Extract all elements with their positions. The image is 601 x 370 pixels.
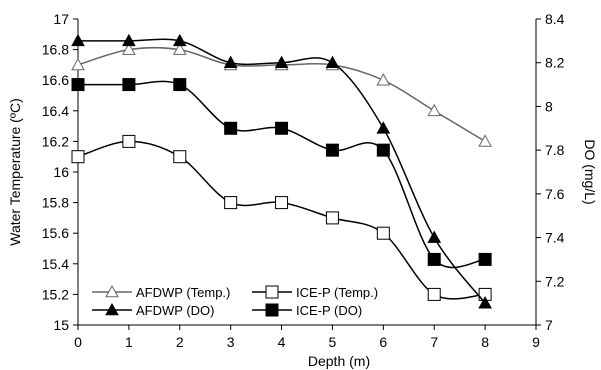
y-right-tick-label: 7.2	[545, 273, 565, 289]
x-tick-label: 7	[430, 334, 438, 350]
legend-label: ICE-P (DO)	[296, 303, 362, 318]
y-right-tick-label: 7	[545, 317, 553, 333]
legend: AFDWP (Temp.) ICE-P (Temp.) AFDWP (DO) ICE-…	[92, 284, 378, 318]
square-marker	[173, 150, 187, 164]
x-tick-label: 9	[532, 334, 540, 350]
x-tick-label: 5	[329, 334, 337, 350]
triangle-marker	[478, 134, 492, 147]
series-3	[71, 78, 492, 269]
x-axis-title: Depth (m)	[308, 353, 370, 369]
y-right-tick-label: 8	[545, 98, 553, 114]
legend-square-marker	[265, 303, 279, 317]
triangle-marker	[122, 42, 136, 55]
legend-item: AFDWP (DO)	[92, 302, 214, 318]
square-marker	[224, 196, 238, 210]
triangle-marker	[71, 57, 85, 71]
square-marker	[427, 287, 441, 301]
triangle-marker	[223, 55, 238, 69]
x-tick-label: 0	[74, 334, 82, 350]
square-marker	[325, 211, 339, 225]
legend-triangle-marker	[105, 284, 119, 298]
x-tick-label: 2	[176, 334, 184, 350]
y-left-tick-label: 15.4	[42, 256, 69, 272]
y-right-tick-label: 8.2	[545, 55, 565, 71]
triangle-marker	[376, 121, 391, 134]
y-left-tick-label: 17	[53, 11, 69, 27]
triangle-marker	[325, 55, 340, 69]
y-right-tick-label: 7.6	[545, 186, 565, 202]
legend-label: AFDWP (Temp.)	[136, 285, 230, 300]
series-1	[71, 134, 492, 301]
y-right-tick-label: 7.4	[545, 230, 565, 246]
series-2	[71, 33, 492, 309]
y-axis-right-title: DO (mg/L)	[582, 139, 598, 204]
y-left-tick-label: 15.2	[42, 286, 69, 302]
triangle-marker	[427, 103, 442, 117]
triangle-marker	[122, 33, 136, 47]
x-tick-label: 1	[125, 334, 133, 350]
y-left-tick-label: 16	[53, 164, 69, 180]
y-left-tick-label: 16.2	[42, 133, 69, 149]
y-left-tick-label: 16.6	[42, 72, 69, 88]
y-right-tick-label: 8.4	[545, 11, 565, 27]
x-tick-label: 4	[278, 334, 286, 350]
legend-item: ICE-P (DO)	[252, 303, 362, 318]
square-marker	[224, 121, 238, 135]
legend-item: AFDWP (Temp.)	[92, 284, 230, 300]
axes: 0 1 2 3 4 5 6 7 8 9 15 15.2 15.4 15.6 15.8 16 16.2 16.4 16…	[42, 11, 565, 350]
square-marker	[71, 150, 85, 164]
legend-square-marker	[265, 285, 279, 299]
y-left-tick-label: 15	[53, 317, 69, 333]
square-marker	[71, 78, 85, 92]
series-line	[77, 140, 486, 300]
y-left-tick-label: 15.8	[42, 195, 69, 211]
square-marker	[325, 143, 339, 157]
y-right-tick-label: 7.8	[545, 142, 565, 158]
x-tick-label: 3	[227, 334, 235, 350]
y-left-tick-label: 15.6	[42, 225, 69, 241]
square-marker	[275, 121, 289, 135]
square-marker	[376, 143, 390, 157]
square-marker	[427, 252, 441, 266]
x-tick-label: 6	[379, 334, 387, 350]
triangle-marker	[172, 33, 187, 47]
legend-item: ICE-P (Temp.)	[252, 285, 378, 300]
triangle-marker	[172, 42, 187, 55]
triangle-marker	[478, 296, 492, 309]
x-tick-label: 8	[481, 334, 489, 350]
legend-label: AFDWP (DO)	[136, 303, 214, 318]
triangle-marker	[274, 55, 289, 69]
legend-triangle-marker	[105, 302, 119, 316]
square-marker	[122, 78, 136, 92]
series-line	[78, 38, 486, 304]
legend-label: ICE-P (Temp.)	[296, 285, 378, 300]
series-layer	[71, 33, 492, 309]
square-marker	[173, 78, 187, 92]
square-marker	[376, 226, 390, 240]
triangle-marker	[427, 230, 442, 243]
y-left-tick-label: 16.8	[42, 42, 69, 58]
triangle-marker	[71, 33, 85, 47]
y-left-tick-label: 16.4	[42, 103, 69, 119]
square-marker	[122, 134, 136, 148]
series-line	[77, 80, 486, 269]
square-marker	[275, 196, 289, 210]
square-marker	[478, 252, 492, 266]
y-axis-left-title: Water Temperature (ºC)	[7, 98, 23, 246]
triangle-marker	[376, 73, 391, 86]
